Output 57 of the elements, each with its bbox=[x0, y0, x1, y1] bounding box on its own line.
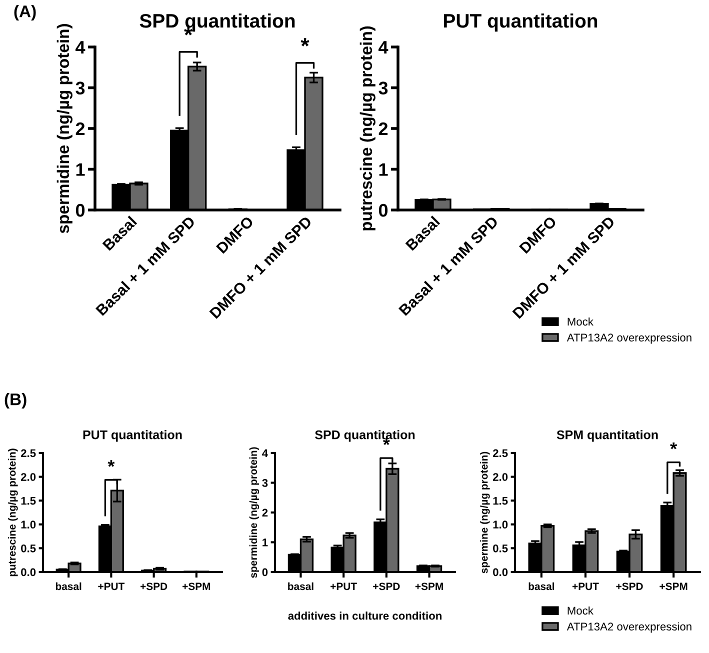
y-tick-label: 2.0 bbox=[492, 473, 508, 481]
y-tick-label: 2.0 bbox=[20, 473, 36, 481]
x-tick-label: +SPM bbox=[182, 582, 210, 590]
y-tick-label: 2 bbox=[262, 508, 268, 517]
y-tick-label: 1 bbox=[76, 163, 85, 176]
y-tick-label: 0.0 bbox=[21, 568, 36, 576]
y-tick-label: 1.5 bbox=[21, 496, 36, 505]
annotation: * bbox=[108, 460, 115, 467]
y-tick-label: 2.5 bbox=[20, 449, 36, 458]
x-tick-label: +PUT bbox=[330, 582, 357, 590]
chart-title: SPM quantitation bbox=[556, 430, 658, 442]
text: (A) bbox=[14, 5, 36, 21]
annotation: * bbox=[300, 38, 310, 46]
chart-title: PUT quantitation bbox=[444, 13, 598, 32]
y-tick-label: 0.0 bbox=[493, 568, 508, 576]
y-axis-title: spermine (ng/µg protein) bbox=[480, 452, 490, 574]
legend-label: Mock bbox=[568, 317, 594, 326]
y-tick-label: 0 bbox=[76, 204, 85, 217]
y-tick-label: 0 bbox=[378, 204, 388, 217]
y-tick-label: 4 bbox=[262, 449, 268, 458]
x-tick-label: basal bbox=[288, 582, 314, 590]
x-tick-label: +SPM bbox=[415, 582, 443, 590]
legend-label: Mock bbox=[568, 606, 594, 615]
y-tick-label: 2.5 bbox=[492, 449, 508, 458]
x-axis-title: additives in culture condition bbox=[288, 612, 442, 620]
x-tick-label: +SPD bbox=[140, 582, 168, 590]
y-tick-label: 0 bbox=[262, 568, 268, 576]
y-tick-label: 2 bbox=[76, 122, 85, 136]
chart-title: PUT quantitation bbox=[83, 430, 182, 442]
y-tick-label: 1.0 bbox=[21, 520, 36, 529]
y-tick-label: 1 bbox=[262, 538, 268, 546]
y-tick-label: 4 bbox=[76, 41, 86, 54]
y-axis-title: putrescine (ng/µg protein) bbox=[360, 26, 376, 230]
y-tick-label: 1.0 bbox=[493, 520, 508, 529]
x-tick-label: +SPM bbox=[660, 582, 688, 590]
y-tick-label: 3 bbox=[76, 82, 85, 94]
y-tick-label: 3 bbox=[378, 82, 388, 94]
y-tick-label: 4 bbox=[378, 41, 388, 54]
y-tick-label: 1 bbox=[379, 163, 388, 176]
y-tick-label: 0.5 bbox=[493, 544, 508, 552]
legend-label: ATP13A2 overexpression bbox=[566, 622, 692, 633]
y-tick-label: 3 bbox=[262, 479, 268, 487]
y-tick-label: 1.5 bbox=[493, 496, 508, 505]
x-tick-label: +PUT bbox=[98, 582, 125, 590]
x-tick-label: +PUT bbox=[572, 582, 599, 590]
y-axis-title: spermidine (ng/µg protein) bbox=[56, 24, 72, 234]
y-axis-title: putrescine (ng/µg protein) bbox=[8, 448, 18, 576]
y-tick-label: 2 bbox=[378, 122, 388, 136]
legend-label: ATP13A2 overexpression bbox=[566, 333, 692, 344]
x-tick-label: +SPD bbox=[616, 582, 643, 590]
y-axis-title: spermidine (ng/µg protein) bbox=[249, 447, 260, 578]
annotation: * bbox=[670, 442, 678, 450]
text: (B) bbox=[4, 393, 26, 409]
x-tick-label: basal bbox=[56, 582, 82, 590]
x-tick-label: basal bbox=[528, 582, 554, 590]
y-tick-label: 0.5 bbox=[21, 544, 36, 552]
x-tick-label: +SPD bbox=[373, 582, 400, 590]
